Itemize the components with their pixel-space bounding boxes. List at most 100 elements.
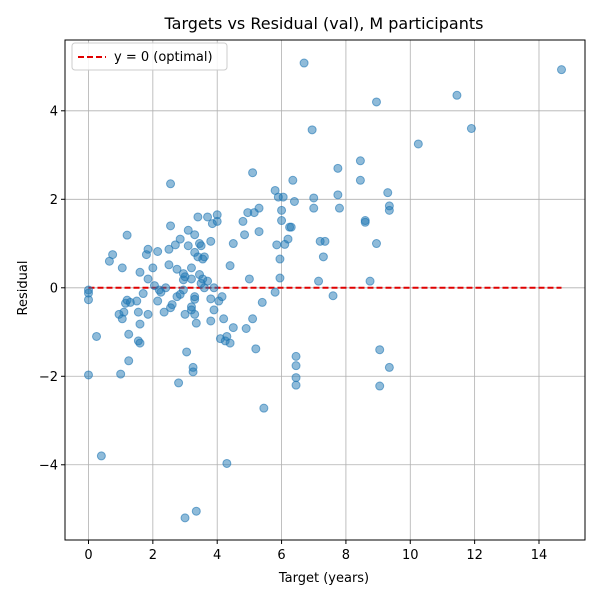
data-point	[170, 240, 180, 250]
data-point	[383, 188, 393, 198]
data-point	[153, 247, 163, 257]
data-point	[161, 283, 171, 293]
data-point	[355, 156, 365, 166]
data-point	[270, 287, 280, 297]
data-point	[333, 190, 343, 200]
data-point	[291, 373, 301, 383]
data-point	[277, 216, 287, 226]
data-point	[254, 227, 264, 237]
data-point	[375, 381, 385, 391]
data-point	[193, 212, 203, 222]
data-point	[164, 244, 174, 254]
data-point	[167, 300, 177, 310]
data-point	[166, 179, 176, 189]
data-point	[203, 212, 213, 222]
data-point	[291, 351, 301, 361]
data-point	[360, 217, 370, 227]
data-point	[83, 295, 93, 305]
data-point	[557, 65, 567, 75]
data-point	[124, 356, 134, 366]
data-point	[174, 378, 184, 388]
data-point	[180, 513, 190, 523]
data-point	[209, 283, 219, 293]
data-point	[375, 345, 385, 355]
data-point	[320, 236, 330, 246]
y-axis-label: Residual	[16, 261, 31, 316]
plot-frame	[64, 39, 586, 541]
legend: y = 0 (optimal)	[71, 42, 228, 71]
y-tick-label: 4	[50, 104, 58, 119]
y-tick-label: −4	[39, 458, 58, 473]
data-point	[135, 319, 145, 329]
data-point	[116, 369, 126, 379]
data-point	[182, 347, 192, 357]
data-point	[240, 230, 250, 240]
data-point	[166, 221, 176, 231]
data-point	[119, 307, 129, 317]
data-point	[318, 252, 328, 262]
data-point	[241, 323, 251, 333]
data-point	[132, 296, 142, 306]
data-point	[254, 203, 264, 213]
data-point	[228, 323, 238, 333]
data-point	[413, 139, 423, 149]
y-tick-label: −2	[39, 370, 58, 385]
data-point	[334, 203, 344, 213]
data-point	[159, 307, 169, 317]
data-point	[365, 276, 375, 286]
data-point	[309, 203, 319, 213]
data-point	[206, 316, 216, 326]
data-point	[288, 175, 298, 185]
data-points	[83, 58, 567, 523]
data-point	[83, 370, 93, 380]
data-point	[272, 240, 282, 250]
data-point	[190, 294, 200, 304]
data-point	[153, 296, 163, 306]
data-point	[371, 239, 381, 249]
data-point	[172, 264, 182, 274]
data-point	[355, 175, 365, 185]
data-point	[117, 263, 127, 273]
data-point	[203, 276, 213, 286]
data-point	[314, 276, 324, 286]
data-point	[251, 344, 261, 354]
data-point	[135, 338, 145, 348]
data-point	[238, 216, 248, 226]
data-point	[178, 285, 188, 295]
data-point	[291, 361, 301, 371]
legend-box	[71, 42, 228, 71]
data-point	[278, 192, 288, 202]
x-tick-label: 8	[342, 548, 350, 563]
data-point	[133, 307, 143, 317]
data-point	[228, 239, 238, 249]
data-point	[248, 168, 258, 178]
data-point	[466, 123, 476, 133]
x-tick-label: 2	[149, 548, 157, 563]
data-point	[188, 367, 198, 377]
data-point	[328, 291, 338, 301]
data-point	[175, 234, 185, 244]
data-point	[299, 58, 309, 68]
x-tick-label: 12	[466, 548, 483, 563]
data-point	[180, 309, 190, 319]
data-point	[286, 222, 296, 232]
data-point	[289, 197, 299, 207]
data-point	[222, 458, 232, 468]
x-tick-label: 10	[402, 548, 419, 563]
data-point	[209, 305, 219, 315]
data-point	[148, 263, 158, 273]
data-point	[196, 241, 206, 251]
data-point	[291, 380, 301, 390]
data-point	[217, 292, 227, 302]
data-point	[191, 318, 201, 328]
x-tick-label: 0	[84, 548, 92, 563]
data-point	[190, 230, 200, 240]
data-point	[384, 205, 394, 215]
data-point	[122, 230, 132, 240]
data-point	[219, 314, 229, 324]
y-tick-label: 2	[50, 193, 58, 208]
data-point	[143, 309, 153, 319]
data-point	[186, 274, 196, 284]
